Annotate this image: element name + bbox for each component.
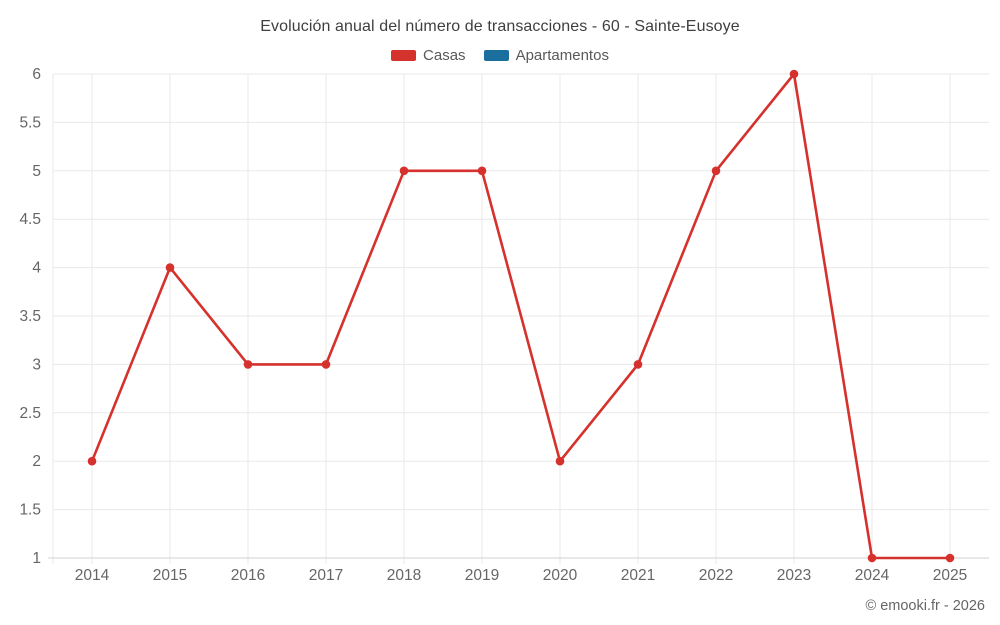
legend-item-casas[interactable]: Casas — [391, 47, 466, 64]
x-axis-tick-label: 2023 — [777, 567, 811, 584]
x-axis-tick-label: 2019 — [465, 567, 499, 584]
y-axis-tick-label: 6 — [32, 66, 41, 83]
data-point-casas-2022 — [711, 166, 721, 176]
data-point-casas-2023 — [789, 69, 799, 79]
data-point-casas-2021 — [633, 360, 643, 369]
x-axis-tick-label: 2017 — [309, 567, 343, 584]
x-axis-tick-label: 2024 — [855, 567, 890, 584]
x-axis-tick-label: 2014 — [75, 567, 110, 584]
chart-title: Evolución anual del número de transaccio… — [260, 18, 740, 35]
legend-label-apartamentos: Apartamentos — [515, 47, 609, 64]
y-axis-tick-label: 3 — [32, 356, 41, 373]
y-axis-tick-label: 2 — [32, 453, 41, 470]
data-point-casas-2015 — [165, 263, 175, 272]
y-axis-tick-label: 5 — [32, 163, 41, 180]
y-axis-tick-label: 4 — [32, 260, 41, 277]
y-axis-tick-label: 2.5 — [19, 405, 41, 422]
data-point-casas-2020 — [555, 456, 565, 466]
x-axis-tick-label: 2015 — [153, 567, 187, 584]
legend-label-casas: Casas — [423, 47, 466, 64]
data-point-casas-2019 — [477, 166, 487, 176]
data-point-casas-2024 — [867, 553, 877, 563]
x-axis-tick-label: 2021 — [621, 567, 655, 584]
x-axis-tick-label: 2022 — [699, 567, 733, 584]
data-point-casas-2017 — [321, 360, 331, 369]
y-axis-tick-label: 5.5 — [19, 114, 41, 131]
data-point-casas-2016 — [243, 360, 253, 369]
y-axis-tick-label: 1 — [32, 550, 41, 567]
y-axis-tick-label: 4.5 — [19, 211, 41, 228]
series-line-casas — [90, 72, 952, 560]
chart-legend: Casas Apartamentos — [0, 47, 1000, 64]
data-point-casas-2025 — [945, 553, 955, 563]
y-axis-tick-label: 3.5 — [19, 308, 41, 325]
data-point-casas-2018 — [399, 166, 409, 176]
x-axis-tick-label: 2020 — [543, 567, 578, 584]
data-point-casas-2014 — [87, 456, 97, 466]
y-axis-tick-label: 1.5 — [19, 502, 41, 519]
copyright-text: © emooki.fr - 2026 — [865, 598, 985, 614]
x-axis-tick-label: 2016 — [231, 567, 265, 584]
x-axis-tick-label: 2025 — [933, 567, 967, 584]
legend-swatch-apartamentos — [483, 50, 509, 61]
legend-swatch-casas — [391, 50, 417, 61]
x-axis-tick-label: 2018 — [387, 567, 421, 584]
legend-item-apartamentos[interactable]: Apartamentos — [483, 47, 609, 64]
